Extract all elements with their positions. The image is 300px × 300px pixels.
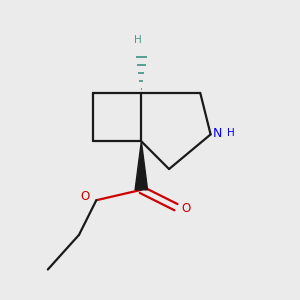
Polygon shape [135, 141, 148, 190]
Text: N: N [212, 127, 222, 140]
Text: O: O [181, 202, 190, 215]
Text: O: O [80, 190, 89, 202]
Text: H: H [227, 128, 235, 138]
Text: H: H [134, 35, 142, 45]
